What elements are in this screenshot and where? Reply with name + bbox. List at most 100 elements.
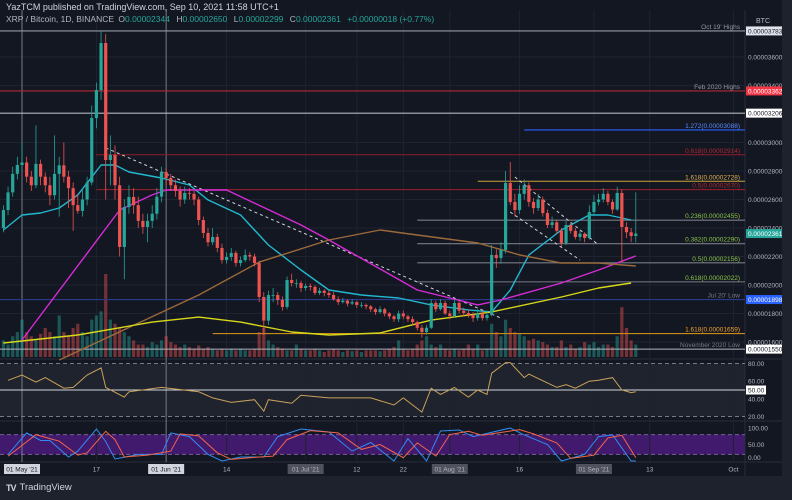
candle-body [318,290,322,293]
volume-bar [457,350,461,357]
volume-bar [11,336,15,357]
candle [150,205,154,228]
candle-body [285,280,289,307]
candle [173,179,178,197]
volume-bar [197,345,201,357]
candle-body [555,222,559,231]
volume-bar [615,336,619,357]
level-label: Jul 20' Low [708,293,741,300]
volume-bar [25,332,29,357]
candle [220,243,224,264]
candle [6,186,10,216]
volume-bar [225,350,229,357]
volume-bar [113,323,117,357]
candle-body [401,313,405,317]
close-label: C [289,14,296,24]
candle-body [183,192,187,200]
candle [290,273,294,287]
volume-bar [411,348,415,357]
volume-bar [238,348,243,357]
time-axis-tick: 01 Jul '21 [292,467,320,474]
price-axis-tick: 0.00001600 [748,340,783,347]
candle [229,247,233,261]
symbol-name[interactable]: XRP / Bitcoin, 1D, BINANCE [6,14,115,24]
candle-body [513,201,517,211]
candle [624,222,629,238]
tradingview-logo[interactable]: TV TradingView [6,482,72,493]
volume-bar [141,344,145,357]
volume-bar [248,350,252,357]
candle [536,193,540,211]
candle [225,252,229,264]
level-label: 0.382(0.00002290) [685,237,740,244]
candle [136,196,140,228]
candle [531,198,536,214]
level-price-badge-bg [746,295,782,305]
volume-bar [480,350,484,357]
volume-bar [229,348,233,357]
candle [62,142,66,183]
volume-bar [294,344,298,357]
candle [34,125,38,189]
candle-body [583,233,587,238]
candle [238,256,243,267]
volume-bar [466,344,470,357]
candle [438,299,443,311]
candle [359,302,364,308]
candle [476,309,480,321]
candle [569,222,573,234]
volume-bar [308,350,312,357]
candle [294,279,298,288]
candle-body [192,193,196,200]
candle-body [108,155,112,161]
level-price-badge: 0.00001898 [748,297,783,304]
candle [564,220,568,246]
candle [383,307,387,317]
stoch-axis-tick: 100.00 [748,426,768,433]
candle-body [606,193,610,202]
candle-body [490,254,494,315]
candle-body [508,182,512,202]
candle-body [527,185,531,202]
candle [262,292,266,335]
volume-bar [252,348,257,357]
volume-bar [331,348,336,357]
candle [480,310,484,321]
candle-body [248,255,252,257]
candle-body [62,165,66,177]
candle-body [387,313,391,317]
candle [85,176,89,206]
candle [597,193,601,206]
candle-body [443,302,447,314]
volume-bar [211,348,215,357]
candle-body [355,302,359,305]
volume-bar [387,348,391,357]
candle-body [522,185,526,194]
candle-body [448,313,452,317]
level-label: 0.5(0.00002670) [692,183,740,190]
candle [606,190,610,206]
volume-bar [624,327,629,357]
candle-body [66,176,71,189]
candle [280,296,284,311]
candle-body [313,286,317,293]
volume-bar [452,348,457,357]
candle [517,185,522,214]
candle [57,156,61,217]
volume-bar [15,332,19,357]
open-value: 0.00002344 [125,14,170,24]
candle-body [118,185,122,247]
candle [206,228,210,247]
rsi-axis-tick: 80.00 [748,361,765,368]
close-value: 0.00002361 [295,14,341,24]
candle [620,189,624,263]
open-label: O [118,14,126,24]
stoch-d-line [7,429,637,460]
volume-bar [118,327,122,357]
candle [452,299,457,318]
tradingview-logo-icon: TV [6,482,16,493]
volume-bar [173,344,178,357]
candle-body [294,283,298,284]
chart-canvas[interactable]: Oct 19' Highs Feb 2020 Highs 1.272(0.00003… [0,0,792,476]
candle [29,171,33,191]
